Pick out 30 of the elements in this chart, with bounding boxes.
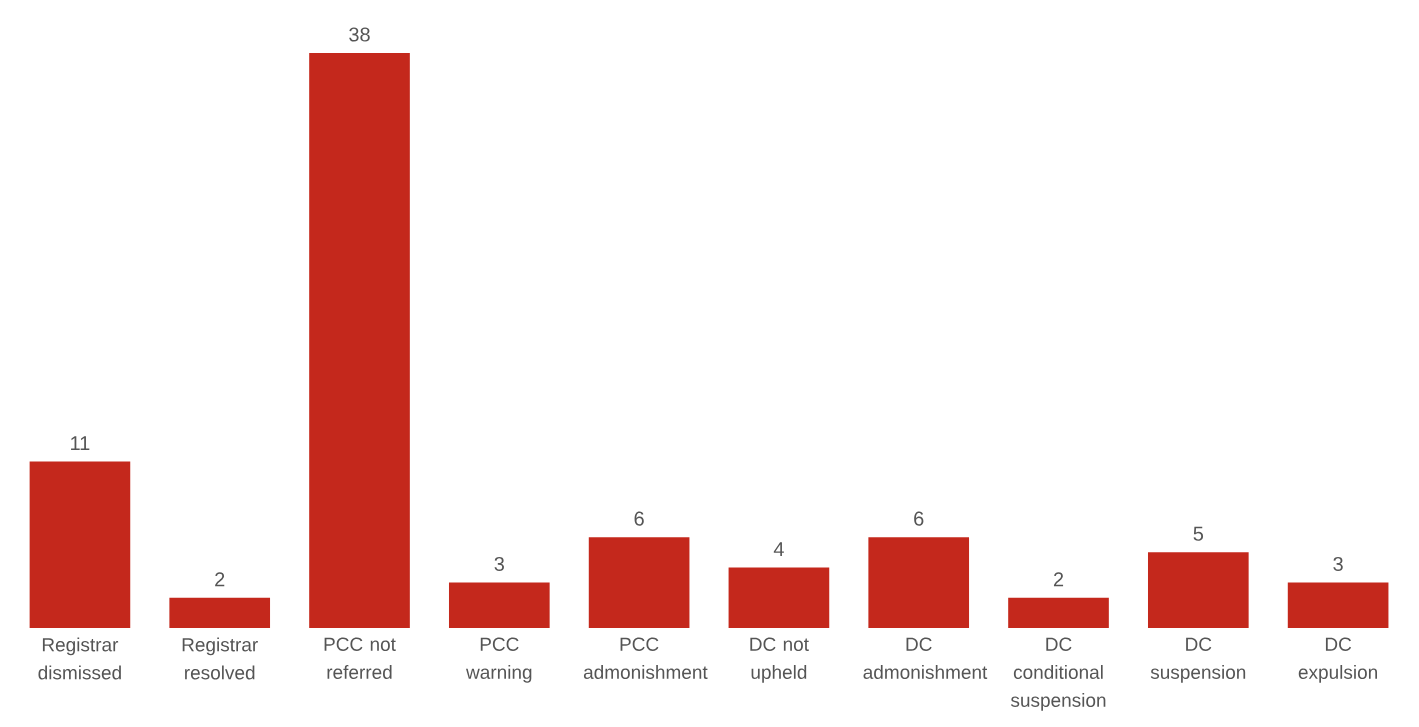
x-tick-label: DC expulsion	[1298, 637, 1377, 683]
x-tick-label: PCC admonishment	[583, 637, 708, 679]
x-tick-label: DC admonishment	[863, 637, 988, 679]
bar	[1287, 582, 1389, 628]
data-label: 2	[215, 572, 225, 587]
x-tick-label: DC not upheld	[750, 637, 809, 683]
x-tick-label: PCC warning	[466, 637, 532, 683]
x-tick-label: Registrar resolved	[182, 637, 258, 680]
bar	[448, 582, 550, 628]
data-label: 11	[71, 436, 90, 451]
bar	[588, 537, 690, 628]
bar	[29, 461, 131, 628]
bar	[1008, 597, 1109, 628]
x-tick-label: Registrar dismissed	[38, 637, 121, 680]
data-label: 2	[1053, 572, 1064, 587]
x-tick-label: DC conditional suspension	[1010, 637, 1106, 711]
bar	[728, 567, 830, 628]
x-tick-label: DC suspension	[1150, 637, 1246, 683]
data-label: 3	[1333, 556, 1343, 572]
data-label: 6	[914, 511, 924, 526]
bar	[868, 537, 970, 628]
data-label: 3	[494, 556, 504, 572]
x-tick-label: PCC not referred	[324, 637, 396, 679]
data-label: 5	[1193, 526, 1204, 541]
bar	[1147, 552, 1249, 628]
data-label: 6	[634, 511, 644, 526]
bar	[169, 597, 271, 628]
data-label: 38	[349, 27, 370, 42]
data-label: 4	[773, 542, 784, 556]
bar	[309, 53, 410, 628]
